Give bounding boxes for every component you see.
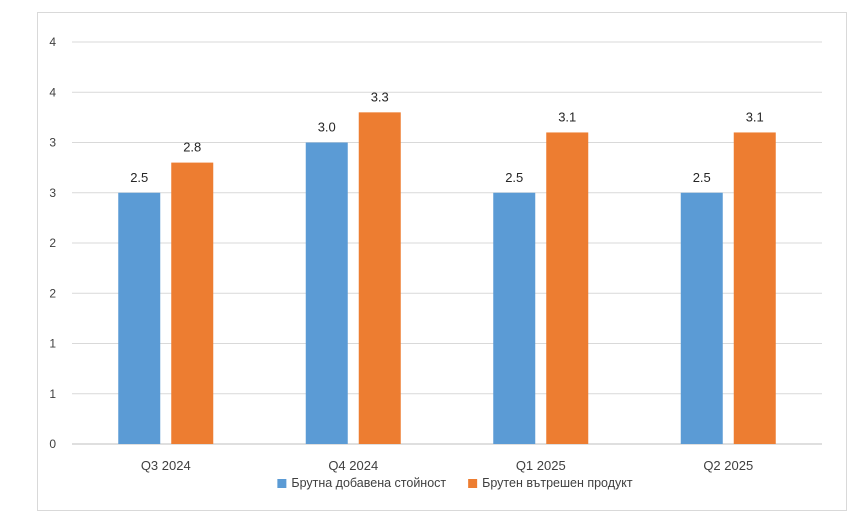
data-label: 2.8 bbox=[183, 140, 201, 155]
bar bbox=[171, 162, 214, 444]
bar bbox=[358, 112, 401, 444]
bar bbox=[733, 132, 776, 444]
x-tick-label: Q3 2024 bbox=[141, 458, 191, 473]
bar bbox=[546, 132, 589, 444]
y-tick-label: 3 bbox=[49, 186, 56, 200]
data-label: 3.1 bbox=[746, 109, 764, 124]
bar bbox=[305, 142, 348, 444]
legend-label: Брутен вътрешен продукт bbox=[482, 476, 633, 490]
legend-swatch bbox=[468, 479, 478, 488]
data-label: 3.0 bbox=[318, 120, 336, 135]
data-label: 3.1 bbox=[558, 109, 576, 124]
data-label: 3.3 bbox=[371, 89, 389, 104]
data-label: 2.5 bbox=[130, 170, 148, 185]
bar bbox=[493, 192, 536, 444]
y-tick-label: 3 bbox=[49, 136, 56, 150]
y-tick-label: 0 bbox=[49, 437, 56, 451]
y-tick-label: 4 bbox=[49, 35, 56, 49]
legend-swatch bbox=[277, 479, 287, 488]
x-tick-label: Q2 2025 bbox=[703, 458, 753, 473]
y-tick-label: 2 bbox=[49, 236, 56, 250]
legend-label: Брутна добавена стойност bbox=[291, 476, 446, 490]
data-label: 2.5 bbox=[693, 170, 711, 185]
x-tick-label: Q4 2024 bbox=[328, 458, 378, 473]
y-tick-label: 1 bbox=[49, 337, 56, 351]
y-tick-label: 1 bbox=[49, 387, 56, 401]
data-label: 2.5 bbox=[505, 170, 523, 185]
x-tick-label: Q1 2025 bbox=[516, 458, 566, 473]
y-tick-label: 2 bbox=[49, 286, 56, 300]
bar bbox=[118, 192, 161, 444]
y-tick-label: 4 bbox=[49, 85, 56, 99]
bar bbox=[680, 192, 723, 444]
